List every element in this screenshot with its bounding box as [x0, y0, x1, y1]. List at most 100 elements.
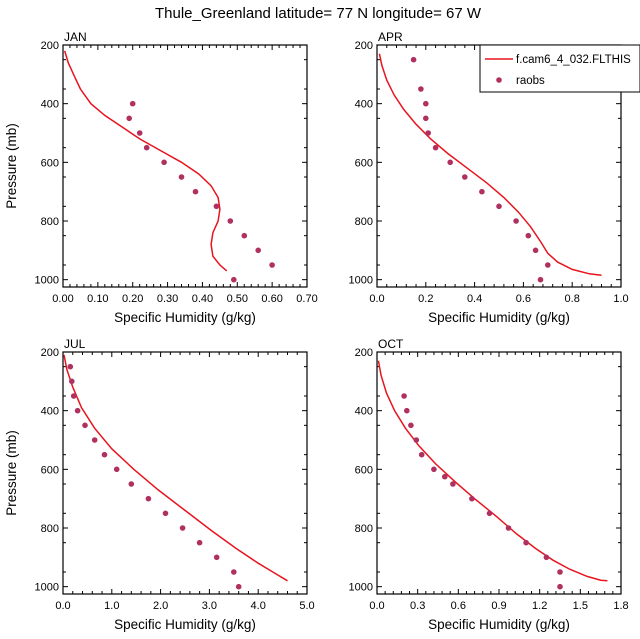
x-tick-label: 0.10 [87, 293, 108, 305]
model-profile-line [378, 53, 602, 277]
raobs-point [408, 422, 414, 429]
chart-panels: JAN 0.00 0.10 0.20 0.30 0.40 0.50 0.60 0.70 200 40… [4, 30, 640, 632]
raobs-point [523, 539, 529, 546]
y-axis-label: Pressure (mb) [4, 430, 19, 516]
raobs-point [423, 100, 429, 107]
x-tick-label: 0.0 [369, 600, 384, 612]
x-tick-label: 0.0 [369, 293, 384, 305]
raobs-point [469, 495, 475, 502]
panel-label: JAN [64, 30, 87, 44]
raobs-point [126, 115, 132, 122]
plot-frame [376, 351, 622, 595]
y-tick-label: 400 [41, 99, 59, 111]
raobs-point [161, 159, 167, 166]
legend-label: raobs [516, 75, 545, 87]
legend-point-swatch [496, 77, 502, 83]
panel-label: JUL [64, 337, 86, 351]
x-axis-label: Specific Humidity (g/kg) [114, 310, 256, 325]
x-axis-label: Specific Humidity (g/kg) [428, 617, 570, 632]
raobs-point [431, 466, 437, 473]
raobs-point [413, 437, 420, 443]
raobs-point [231, 569, 237, 575]
raobs-point [557, 569, 563, 575]
y-tick-label: 800 [41, 523, 59, 535]
raobs-point [67, 363, 74, 370]
raobs-point [91, 437, 98, 443]
y-tick-label: 1000 [349, 582, 373, 594]
x-tick-label: 0.3 [410, 600, 425, 612]
y-tick-label: 800 [41, 216, 59, 228]
raobs-point [404, 407, 410, 414]
y-tick-label: 200 [41, 347, 59, 359]
y-tick-label: 600 [355, 157, 373, 169]
plot-frame [62, 44, 308, 288]
panel-apr: APR 0.0 0.2 0.4 0.6 0.8 1.0 200 400 600 800 1000 Spe… [349, 30, 640, 325]
x-tick-label: 1.5 [573, 600, 588, 612]
raobs-point [479, 188, 485, 195]
x-tick-label: 1.2 [532, 600, 547, 612]
y-tick-label: 1000 [35, 582, 59, 594]
raobs-point [462, 174, 468, 180]
x-tick-label: 1.8 [613, 600, 628, 612]
raobs-point [496, 203, 502, 210]
x-tick-label: 1.0 [613, 293, 628, 305]
y-tick-label: 600 [41, 157, 59, 169]
plot-frame [62, 351, 308, 595]
y-tick-label: 600 [355, 464, 373, 476]
y-tick-label: 200 [355, 40, 373, 52]
raobs-point [231, 276, 237, 283]
raobs-point [113, 466, 120, 473]
x-tick-label: 1.0 [104, 600, 119, 612]
raobs-point [505, 525, 512, 531]
raobs-point [486, 510, 493, 517]
raobs-point [543, 554, 550, 561]
raobs-point [235, 583, 242, 590]
y-tick-label: 400 [41, 406, 59, 418]
y-tick-label: 1000 [349, 275, 373, 287]
raobs-point [227, 218, 234, 224]
y-tick-label: 1000 [35, 275, 59, 287]
raobs-point [442, 473, 448, 480]
x-tick-label: 0.60 [261, 293, 282, 305]
panel-label: APR [378, 30, 403, 44]
raobs-point [557, 583, 563, 590]
model-profile-line [63, 50, 228, 272]
x-axis-label: Specific Humidity (g/kg) [428, 310, 570, 325]
x-tick-label: 0.40 [192, 293, 213, 305]
raobs-point [269, 262, 275, 268]
raobs-point [129, 100, 136, 107]
raobs-point [241, 232, 248, 239]
x-tick-label: 0.20 [122, 293, 143, 305]
y-tick-label: 400 [355, 99, 373, 111]
raobs-point [525, 232, 532, 239]
raobs-point [70, 393, 77, 399]
raobs-point [145, 495, 152, 502]
panel-label: OCT [378, 337, 404, 351]
panel-jan: JAN 0.00 0.10 0.20 0.30 0.40 0.50 0.60 0.70 200 40… [4, 30, 318, 325]
x-tick-label: 0.0 [55, 600, 70, 612]
model-profile-line [63, 354, 288, 582]
raobs-point [418, 86, 424, 92]
raobs-point [545, 262, 551, 268]
panel-jul: JUL 0.0 1.0 2.0 3.0 4.0 5.0 200 400 600 800 1000 Spe… [4, 337, 315, 632]
raobs-point [513, 218, 519, 224]
raobs-point [418, 451, 425, 458]
raobs-point [425, 130, 432, 136]
y-tick-label: 800 [355, 216, 373, 228]
x-tick-label: 0.30 [157, 293, 178, 305]
raobs-point [410, 56, 417, 63]
legend-box [479, 44, 640, 93]
y-tick-label: 600 [41, 464, 59, 476]
raobs-point [82, 422, 88, 429]
y-tick-label: 200 [355, 347, 373, 359]
raobs-point [196, 539, 203, 546]
raobs-point [101, 451, 108, 458]
raobs-point [450, 481, 456, 487]
x-tick-label: 0.00 [52, 293, 73, 305]
y-axis-label: Pressure (mb) [4, 123, 19, 209]
raobs-point [69, 378, 75, 385]
x-tick-label: 0.6 [451, 600, 466, 612]
y-tick-label: 400 [355, 406, 373, 418]
